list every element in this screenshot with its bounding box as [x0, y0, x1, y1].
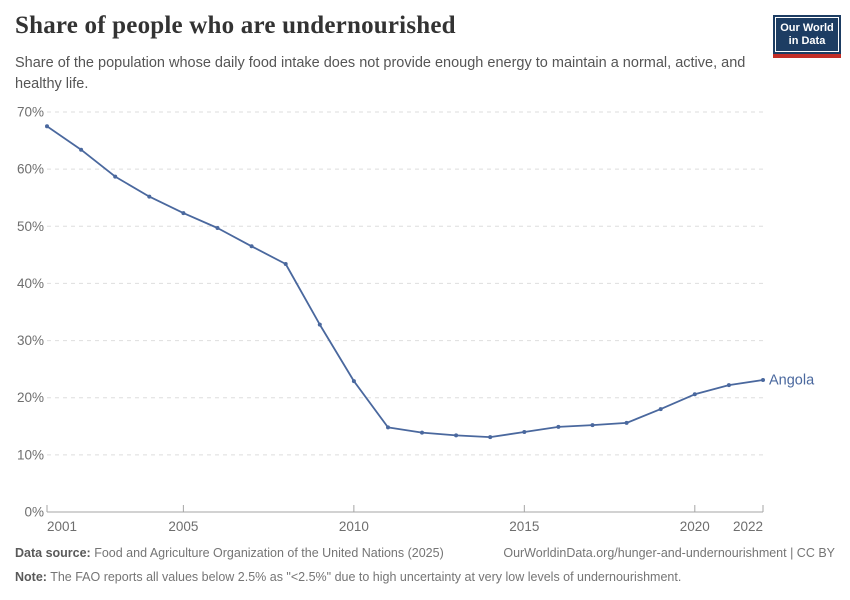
x-tick-label: 2015: [509, 519, 539, 534]
logo-red-bar: [773, 54, 841, 58]
data-point-marker: [113, 174, 118, 179]
chart-footer: Data source: Food and Agriculture Organi…: [15, 546, 835, 585]
footer-sources-row: Data source: Food and Agriculture Organi…: [15, 546, 835, 561]
x-tick-label: 2022: [733, 519, 763, 534]
note-text: The FAO reports all values below 2.5% as…: [50, 570, 682, 584]
series-label: Angola: [769, 373, 815, 389]
data-point-marker: [147, 194, 152, 199]
data-point-marker: [215, 226, 220, 230]
owid-logo[interactable]: Our World in Data: [773, 15, 841, 58]
owid-logo-text: Our World in Data: [775, 17, 839, 52]
x-tick-label: 2020: [680, 519, 710, 534]
owid-link-text: OurWorldinData.org/hunger-and-undernouri…: [503, 546, 835, 560]
data-point-marker: [692, 392, 697, 397]
data-point-marker: [45, 124, 49, 129]
chart-subtitle: Share of the population whose daily food…: [15, 55, 746, 92]
logo-text-line2: in Data: [788, 34, 826, 47]
data-point-marker: [726, 383, 731, 388]
note-label: Note:: [15, 570, 47, 584]
data-source-label: Data source:: [15, 546, 91, 560]
data-point-marker: [351, 379, 356, 384]
logo-text-line1: Our World: [780, 21, 834, 34]
y-tick-label: 50%: [17, 219, 44, 234]
x-tick-label: 2001: [47, 519, 77, 534]
y-tick-label: 30%: [17, 333, 44, 348]
y-tick-label: 40%: [17, 276, 44, 291]
y-tick-label: 10%: [17, 447, 44, 462]
data-point-marker: [590, 423, 595, 428]
data-point-marker: [79, 147, 84, 152]
data-point-marker: [454, 433, 459, 438]
footer-note-row: Note: The FAO reports all values below 2…: [15, 570, 835, 585]
data-point-marker: [181, 211, 186, 216]
data-point-marker: [386, 425, 390, 430]
data-point-marker: [624, 420, 629, 425]
data-point-marker: [556, 424, 561, 429]
series-line: [46, 125, 764, 438]
data-point-marker: [488, 435, 493, 440]
data-point-marker: [522, 430, 527, 434]
data-point-marker: [761, 378, 765, 382]
y-tick-label: 70%: [17, 105, 44, 120]
data-source-value: Food and Agriculture Organization of the…: [94, 546, 444, 560]
data-point-marker: [283, 262, 288, 266]
data-source-text: Data source: Food and Agriculture Organi…: [15, 546, 444, 561]
data-point-marker: [658, 407, 663, 412]
data-point-marker: [249, 244, 254, 249]
y-tick-label: 0%: [24, 505, 44, 520]
page-title: Share of people who are undernourished: [15, 12, 456, 39]
data-point-marker: [420, 430, 424, 435]
y-tick-label: 60%: [17, 162, 44, 177]
x-tick-label: 2005: [168, 519, 198, 534]
data-point-marker: [317, 322, 322, 327]
x-tick-label: 2010: [339, 519, 369, 534]
owid-url-license[interactable]: OurWorldinData.org/hunger-and-undernouri…: [503, 546, 835, 561]
y-tick-label: 20%: [17, 390, 44, 405]
